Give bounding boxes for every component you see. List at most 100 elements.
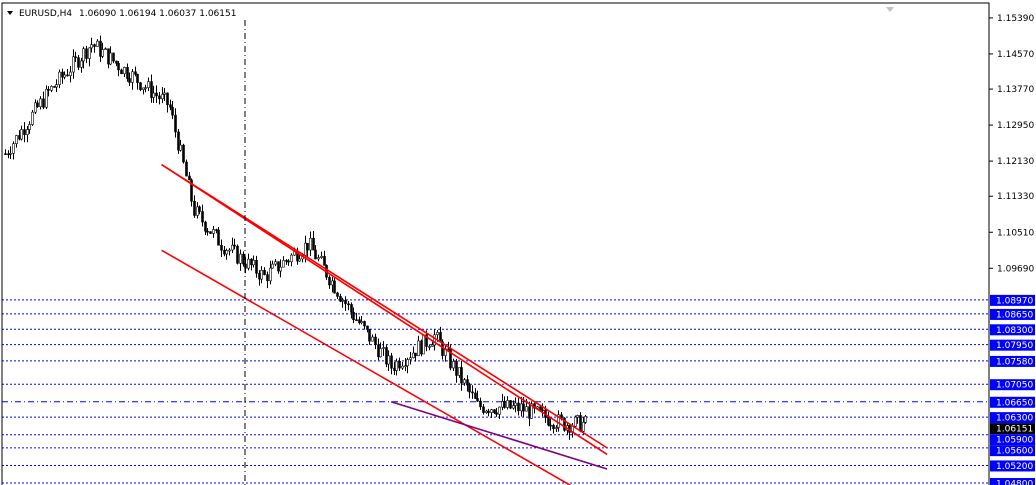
- price-label-box: [990, 460, 1035, 472]
- candle-body: [539, 406, 542, 411]
- candle-body: [90, 44, 93, 49]
- candle-body: [390, 355, 393, 369]
- candle-body: [115, 60, 118, 64]
- candle-body: [12, 143, 15, 154]
- candle-body: [279, 266, 282, 272]
- candle-body: [72, 56, 75, 73]
- candle-body: [190, 179, 193, 202]
- candle-body: [336, 292, 339, 297]
- candle-body: [209, 231, 212, 234]
- price-label: 1.06650: [996, 398, 1033, 408]
- price-tick-label: 1.11330: [997, 192, 1034, 202]
- candle-body: [158, 95, 161, 100]
- candle-body: [239, 253, 242, 264]
- candle-body: [471, 391, 474, 394]
- price-tick-label: 1.12130: [997, 157, 1034, 167]
- candle-body: [382, 347, 385, 349]
- candle-body: [93, 44, 96, 47]
- candle-body: [374, 336, 377, 346]
- price-label: 1.08300: [996, 326, 1033, 336]
- candle-body: [174, 114, 177, 133]
- candle-body: [120, 69, 123, 75]
- price-label: 1.05200: [996, 462, 1033, 472]
- price-tick-label: 1.14570: [997, 50, 1034, 60]
- candle-body: [395, 360, 398, 371]
- candle-body: [185, 161, 188, 177]
- candle-body: [576, 415, 579, 418]
- candle-body: [541, 409, 544, 412]
- candle-body: [417, 340, 420, 357]
- candle-body: [117, 62, 120, 71]
- collapse-triangle-icon[interactable]: [7, 11, 13, 15]
- candle-body: [328, 277, 331, 286]
- candle-body: [147, 81, 150, 88]
- candle-body: [196, 206, 199, 216]
- scroll-shift-triangle-icon[interactable]: [886, 7, 894, 12]
- candle-body: [455, 361, 458, 376]
- candle-body: [236, 245, 239, 264]
- candle-body: [223, 249, 226, 255]
- candle-body: [215, 229, 218, 231]
- candle-body: [104, 48, 107, 51]
- candle-body: [263, 269, 266, 275]
- candle-body: [479, 400, 482, 408]
- candle-body: [82, 48, 85, 62]
- candle-body: [34, 102, 37, 113]
- candle-body: [128, 78, 131, 83]
- candle-body: [466, 379, 469, 386]
- candle-body: [433, 334, 436, 346]
- trend-line: [161, 163, 608, 456]
- price-label: 1.07950: [996, 341, 1033, 351]
- candle-body: [498, 406, 501, 415]
- candle-body: [23, 129, 26, 135]
- candle-body: [96, 40, 99, 47]
- candle-body: [39, 98, 42, 107]
- candle-body: [490, 409, 493, 413]
- candle-body: [350, 304, 353, 313]
- candle-body: [269, 267, 272, 282]
- candle-body: [552, 425, 555, 429]
- candle-body: [517, 402, 520, 412]
- candle-body: [99, 40, 102, 57]
- candle-body: [355, 319, 358, 321]
- candle-body: [431, 344, 434, 347]
- candles: [4, 35, 587, 440]
- candle-body: [557, 414, 560, 428]
- price-label-box: [990, 434, 1035, 446]
- candle-body: [314, 249, 317, 260]
- candle-body: [69, 71, 72, 76]
- price-label: 1.05900: [996, 436, 1033, 446]
- candle-body: [163, 92, 166, 95]
- candle-body: [217, 229, 220, 246]
- candle-body: [250, 258, 253, 266]
- price-label-box: [990, 478, 1035, 485]
- candle-body: [231, 244, 234, 251]
- candle-body: [47, 88, 50, 91]
- candle-body: [298, 258, 301, 262]
- candle-body: [439, 332, 442, 343]
- candle-body: [50, 86, 53, 91]
- candle-body: [452, 361, 455, 369]
- candle-body: [150, 81, 153, 98]
- candle-body: [398, 360, 401, 369]
- candle-body: [15, 135, 18, 144]
- candle-body: [547, 417, 550, 426]
- candle-body: [179, 144, 182, 151]
- price-label: 1.06151: [996, 425, 1033, 435]
- candle-body: [460, 367, 463, 384]
- price-label-box: [990, 294, 1035, 306]
- trend-line: [390, 401, 608, 470]
- candle-body: [482, 406, 485, 413]
- candle-body: [80, 60, 83, 68]
- candle-body: [428, 346, 431, 348]
- candle-body: [74, 56, 77, 59]
- candle-body: [347, 303, 350, 306]
- candle-body: [363, 321, 366, 327]
- candle-body: [4, 153, 7, 155]
- candle-body: [45, 88, 48, 108]
- price-label-box: [990, 412, 1035, 424]
- price-label: 1.05600: [996, 447, 1033, 457]
- candle-body: [536, 406, 539, 409]
